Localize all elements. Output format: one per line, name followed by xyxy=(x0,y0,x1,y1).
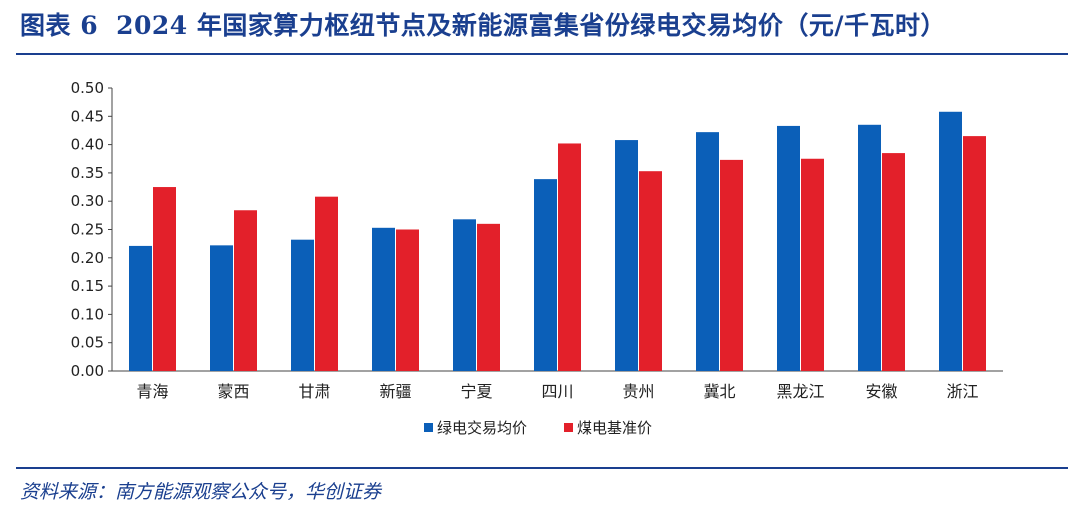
bar-coal-benchmark xyxy=(234,210,257,371)
x-tick-label: 甘肃 xyxy=(298,382,330,401)
figure-label: 图表 6 xyxy=(20,11,99,40)
x-tick-label: 安徽 xyxy=(865,382,897,401)
x-tick-label: 浙江 xyxy=(946,382,978,401)
x-tick-label: 黑龙江 xyxy=(776,382,824,401)
bar-coal-benchmark xyxy=(882,153,905,371)
x-tick-label: 新疆 xyxy=(379,382,411,401)
bar-green-power xyxy=(858,124,881,371)
y-tick-label: 0.30 xyxy=(71,192,104,210)
bar-green-power xyxy=(453,219,476,371)
bar-coal-benchmark xyxy=(720,159,743,371)
y-tick-label: 0.20 xyxy=(71,249,104,267)
bar-green-power xyxy=(615,140,638,371)
x-tick-label: 冀北 xyxy=(703,382,735,401)
y-tick-label: 0.05 xyxy=(71,334,104,352)
x-tick-label: 蒙西 xyxy=(217,382,249,401)
y-tick-label: 0.00 xyxy=(71,362,104,380)
bar-green-power xyxy=(210,245,233,371)
bar-coal-benchmark xyxy=(558,143,581,371)
bar-green-power xyxy=(534,179,557,371)
y-tick-label: 0.40 xyxy=(71,136,104,154)
bar-green-power xyxy=(129,245,152,371)
bar-green-power xyxy=(372,227,395,371)
y-tick-label: 0.10 xyxy=(71,305,104,323)
legend-swatch xyxy=(424,423,433,432)
y-tick-label: 0.45 xyxy=(71,107,104,125)
x-tick-label: 宁夏 xyxy=(460,382,492,401)
bar-coal-benchmark xyxy=(477,223,500,371)
chart-title: 图表 6 2024 年国家算力枢纽节点及新能源富集省份绿电交易均价（元/千瓦时） xyxy=(20,6,946,42)
x-tick-label: 贵州 xyxy=(622,382,654,401)
source-note: 资料来源：南方能源观察公众号，华创证券 xyxy=(20,481,382,503)
y-tick-label: 0.15 xyxy=(71,277,104,295)
bar-coal-benchmark xyxy=(315,196,338,371)
bottom-divider xyxy=(16,467,1068,469)
bar-coal-benchmark xyxy=(153,187,176,371)
bar-green-power xyxy=(291,239,314,371)
legend-swatch xyxy=(564,423,573,432)
y-tick-label: 0.35 xyxy=(71,164,104,182)
x-tick-label: 四川 xyxy=(541,382,573,401)
bar-chart: 0.00 0.05 0.10 0.15 0.20 0.25 0.30 0.35 0.40 0.45… xyxy=(71,79,1003,437)
bar-green-power xyxy=(939,111,962,371)
bar-green-power xyxy=(696,132,719,371)
title-text: 2024 年国家算力枢纽节点及新能源富集省份绿电交易均价（元/千瓦时） xyxy=(116,11,947,40)
y-tick-label: 0.50 xyxy=(71,79,104,97)
bar-coal-benchmark xyxy=(963,136,986,371)
legend-label: 绿电交易均价 xyxy=(437,419,527,437)
x-tick-label: 青海 xyxy=(136,382,168,401)
bar-green-power xyxy=(777,125,800,371)
bar-coal-benchmark xyxy=(639,171,662,371)
legend-label: 煤电基准价 xyxy=(577,419,652,437)
bar-coal-benchmark xyxy=(801,158,824,371)
y-tick-label: 0.25 xyxy=(71,221,104,239)
top-divider xyxy=(16,53,1068,55)
bar-coal-benchmark xyxy=(396,229,419,371)
